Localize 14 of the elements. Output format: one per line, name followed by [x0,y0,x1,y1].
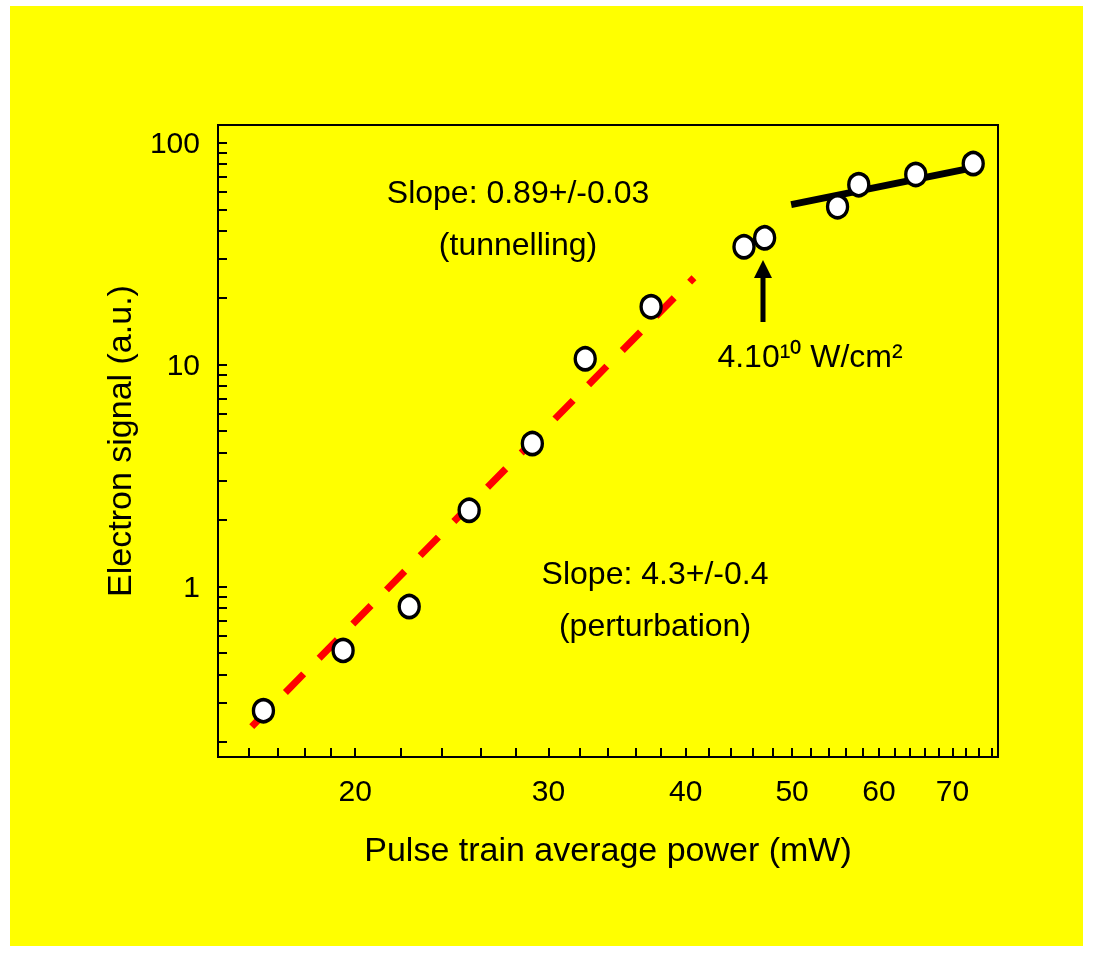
x-tick-label: 20 [338,773,372,807]
y-tick-label: 100 [149,126,200,160]
annotation: Slope: 0.89+/-0.03 (tunnelling) [386,174,650,262]
x-tick-label: 30 [531,773,566,807]
y-tick-label: 1 [183,569,200,603]
x-tick-label: 70 [935,773,970,807]
annotation: Slope: 4.3+/-0.4 (perturbation) [541,555,769,643]
annotation: 4.10¹⁰ W/cm² [717,338,903,374]
x-tick-label: 50 [775,773,809,807]
y-tick-label: 10 [166,347,200,381]
x-tick-label: 60 [862,773,896,807]
x-axis-title: Pulse train average power (mW) [364,830,852,868]
y-axis-title: Electron signal (a.u.) [100,285,138,597]
x-tick-label: 40 [669,773,703,807]
